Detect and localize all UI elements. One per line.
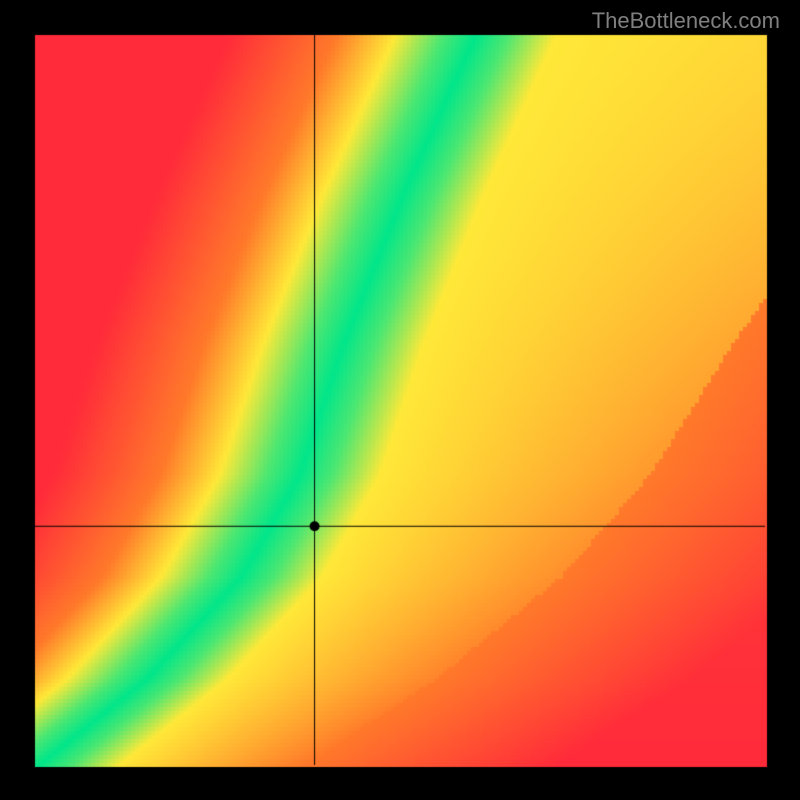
- heatmap-canvas: [0, 0, 800, 800]
- watermark-text: TheBottleneck.com: [592, 8, 780, 34]
- chart-container: TheBottleneck.com: [0, 0, 800, 800]
